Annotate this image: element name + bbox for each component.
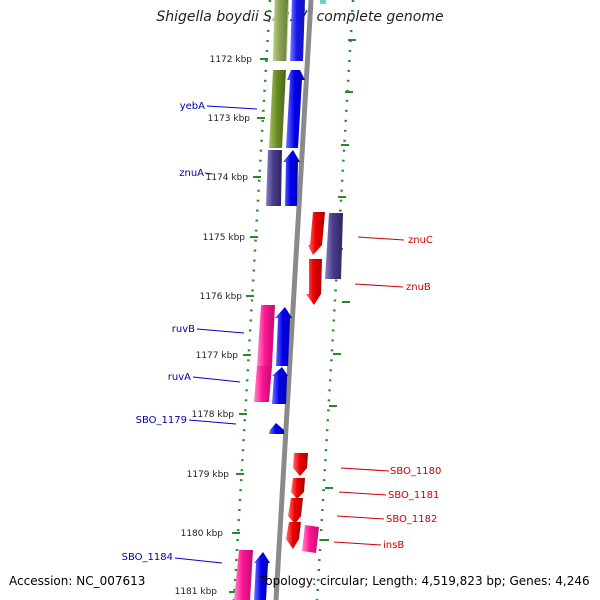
gene-cog-pink — [257, 305, 275, 366]
gene-cog-purple — [325, 213, 343, 279]
label-leader — [340, 467, 390, 472]
label-leader — [206, 105, 258, 110]
gene-forward — [283, 150, 300, 206]
label-leader — [174, 557, 223, 564]
gene-reverse — [291, 478, 305, 499]
gene-label: znuB — [406, 282, 431, 293]
label-leader — [333, 541, 382, 546]
gene-reverse — [286, 522, 301, 549]
tick-label: 1175 kbp — [203, 233, 246, 243]
gene-forward — [269, 423, 284, 434]
tick-label: 1179 kbp — [187, 470, 230, 480]
gene-label: yebA — [180, 101, 205, 112]
tick-label: 1173 kbp — [208, 114, 251, 124]
gene-cog-green — [269, 70, 286, 148]
gene-reverse — [288, 498, 303, 524]
gene-label: insB — [383, 540, 404, 551]
gene-forward — [275, 307, 292, 366]
label-leader — [354, 283, 404, 288]
gene-label: SBO_1182 — [386, 514, 437, 525]
gene-forward — [290, 0, 305, 61]
tick-rail-right — [315, 0, 355, 600]
label-leader — [357, 236, 405, 241]
gene-label: SBO_1181 — [388, 490, 439, 501]
accession-text: Accession: NC_007613 — [9, 574, 146, 588]
genome-backbone — [273, 0, 314, 600]
gene-label: znuA — [179, 168, 204, 179]
gene-cog-pink — [234, 550, 253, 600]
gene-forward — [272, 367, 288, 404]
gene-label: znuC — [408, 235, 433, 246]
tick-label: 1172 kbp — [210, 55, 253, 65]
label-leader — [192, 376, 241, 383]
gene-cog-pink — [302, 525, 319, 553]
tick-label: 1174 kbp — [206, 173, 249, 183]
label-leader — [204, 172, 213, 175]
gene-feature-partial — [320, 0, 326, 4]
tick-label: 1177 kbp — [196, 351, 239, 361]
label-leader — [188, 419, 237, 425]
tick-label: 1180 kbp — [181, 529, 224, 539]
gene-reverse — [293, 453, 308, 476]
gene-reverse — [306, 259, 322, 305]
gene-reverse — [308, 212, 325, 255]
gene-cog-pink — [254, 366, 272, 402]
gene-label: SBO_1179 — [136, 415, 187, 426]
gene-forward — [254, 552, 270, 600]
gene-label: ruvB — [172, 324, 195, 335]
gene-label: ruvA — [168, 372, 191, 383]
gene-label: SBO_1180 — [390, 466, 441, 477]
tick-label: 1181 kbp — [175, 587, 218, 597]
gene-cog-green — [273, 0, 288, 61]
topology-text: Topology: circular; Length: 4,519,823 bp… — [260, 574, 590, 588]
gene-cog-purple — [266, 150, 282, 206]
gene-forward — [286, 70, 305, 148]
tick-rail-left — [232, 0, 272, 600]
tick-label: 1176 kbp — [200, 292, 243, 302]
tick-label: 1178 kbp — [192, 410, 235, 420]
gene-label: SBO_1184 — [122, 552, 173, 563]
label-leader — [196, 328, 245, 334]
label-leader — [336, 515, 385, 520]
label-leader — [338, 491, 387, 496]
